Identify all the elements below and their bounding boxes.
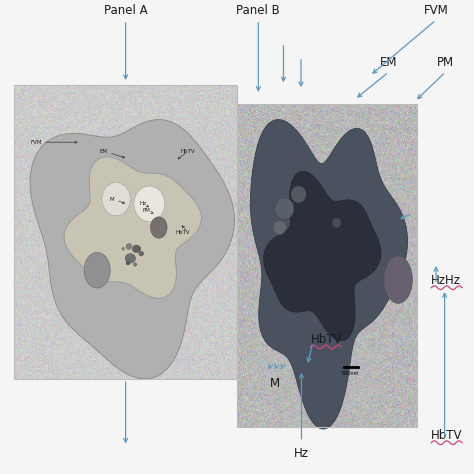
Text: HbTV: HbTV (431, 429, 463, 442)
Ellipse shape (125, 254, 136, 263)
Ellipse shape (84, 252, 110, 288)
Polygon shape (30, 119, 235, 379)
Text: FVM: FVM (31, 140, 42, 145)
Text: Panel A: Panel A (104, 4, 147, 17)
Ellipse shape (126, 244, 132, 249)
Text: 500nm: 500nm (342, 371, 359, 376)
Text: PM: PM (437, 56, 454, 69)
Text: HzHz: HzHz (431, 274, 461, 287)
Text: PM: PM (142, 209, 150, 213)
Text: M: M (270, 377, 280, 390)
Bar (237, 104, 417, 427)
Polygon shape (64, 157, 201, 298)
Ellipse shape (275, 198, 294, 219)
Ellipse shape (122, 247, 125, 250)
Ellipse shape (151, 217, 167, 238)
Ellipse shape (332, 218, 341, 228)
Polygon shape (250, 119, 408, 429)
Ellipse shape (139, 251, 144, 256)
Ellipse shape (134, 263, 137, 266)
Bar (14, 85, 237, 379)
Ellipse shape (134, 186, 165, 222)
Ellipse shape (126, 261, 130, 265)
Text: EM: EM (100, 149, 108, 154)
Polygon shape (264, 171, 381, 341)
Text: EM: EM (380, 56, 397, 69)
Text: Hz: Hz (294, 447, 309, 459)
Text: Panel B: Panel B (237, 4, 280, 17)
Ellipse shape (291, 186, 306, 203)
Ellipse shape (102, 182, 130, 216)
Text: M: M (109, 197, 114, 201)
Text: HbTV: HbTV (310, 333, 342, 346)
Text: HbTV: HbTV (175, 230, 190, 235)
Text: Hz: Hz (140, 201, 147, 206)
Ellipse shape (132, 245, 141, 253)
Ellipse shape (384, 256, 412, 303)
Ellipse shape (273, 220, 286, 235)
Text: FVM: FVM (424, 4, 448, 17)
Text: HbTV: HbTV (180, 149, 195, 154)
